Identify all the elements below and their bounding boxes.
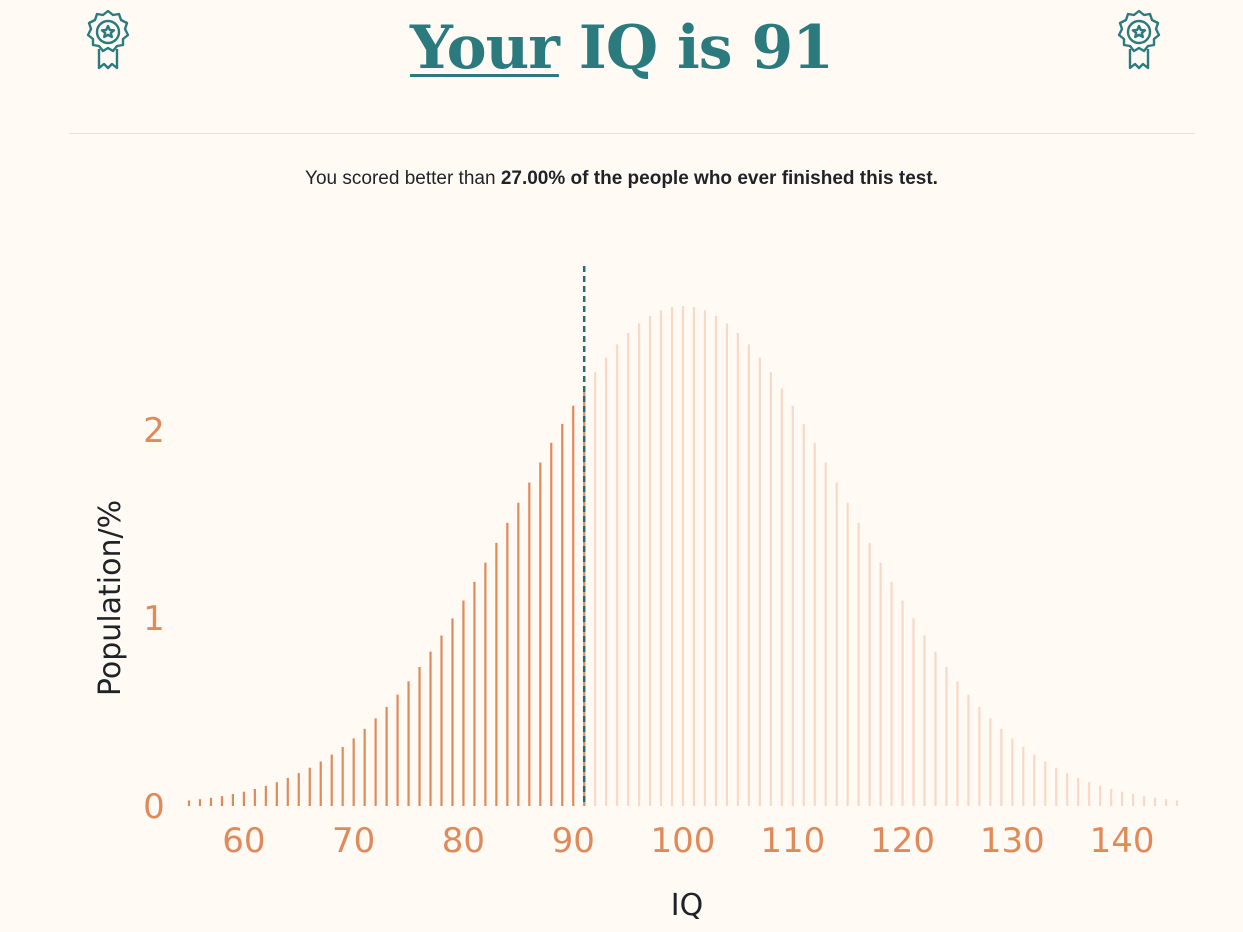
divider <box>69 133 1195 134</box>
x-tick-label: 130 <box>980 821 1045 861</box>
y-tick-label: 1 <box>143 599 165 639</box>
x-ticks: 60 70 80 90 100 110 120 130 140 <box>222 821 1154 861</box>
page-title: Your IQ is 91 <box>0 8 1243 88</box>
y-axis-label: Population/% <box>93 500 128 696</box>
award-badge-icon <box>1117 9 1161 70</box>
x-tick-label: 100 <box>651 821 716 861</box>
x-tick-label: 140 <box>1090 821 1155 861</box>
x-tick-label: 90 <box>552 821 595 861</box>
title-rest: IQ is 91 <box>558 13 834 83</box>
x-tick-label: 60 <box>222 821 265 861</box>
summary-prefix: You scored better than <box>305 168 501 189</box>
score-summary: You scored better than 27.00% of the peo… <box>0 168 1243 190</box>
y-tick-label: 2 <box>143 411 165 451</box>
title-underlined: Your <box>410 13 560 83</box>
summary-percent: 27.00% of the people who ever finished t… <box>500 168 938 189</box>
y-tick-label: 0 <box>143 787 165 827</box>
x-tick-label: 120 <box>870 821 935 861</box>
x-tick-label: 110 <box>760 821 825 861</box>
x-tick-label: 80 <box>442 821 485 861</box>
bars-group <box>187 305 1179 806</box>
x-tick-label: 70 <box>332 821 375 861</box>
x-axis-label: IQ <box>671 888 703 923</box>
y-ticks: 0 1 2 <box>143 411 165 827</box>
award-badge-icon <box>86 9 130 70</box>
